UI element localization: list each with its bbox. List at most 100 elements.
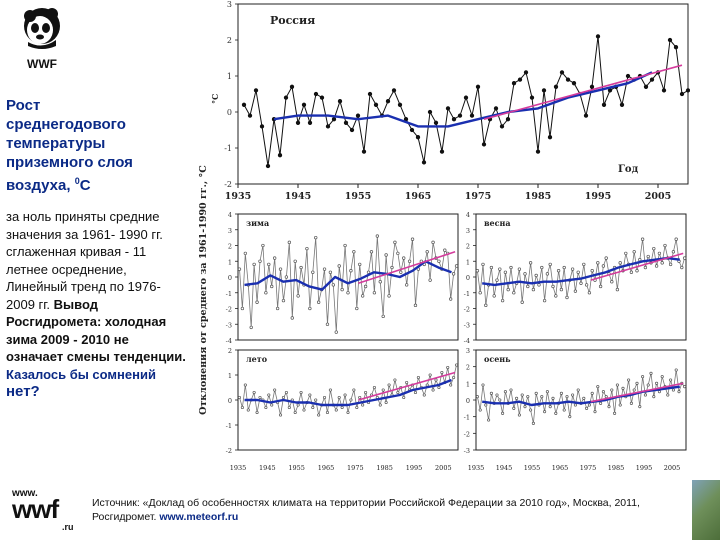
data-point (252, 390, 256, 395)
data-point (548, 405, 552, 409)
data-point (534, 391, 538, 395)
data-point (649, 371, 653, 375)
data-point (587, 291, 592, 295)
body-answer-text: нет? (6, 383, 40, 400)
data-point (643, 84, 649, 89)
y-tick-label: 0 (466, 397, 470, 405)
y-tick-label: -1 (464, 414, 470, 422)
source-url-link[interactable]: www.meteorf.ru (159, 511, 239, 523)
data-point (311, 405, 315, 410)
data-point (246, 408, 250, 412)
wwfru-www: www. (12, 488, 38, 499)
y-tick-label: 3 (466, 347, 470, 355)
data-point (397, 102, 403, 107)
data-point (515, 396, 519, 400)
data-point (273, 388, 277, 392)
data-point (393, 378, 397, 382)
data-point (352, 388, 356, 392)
data-point (270, 403, 274, 407)
data-point (243, 251, 248, 256)
data-point (448, 297, 453, 301)
data-point (391, 88, 397, 93)
title-line-3: температуры (6, 135, 106, 152)
raw-series-line (239, 364, 457, 416)
title-line-5-text: воздуха, (6, 177, 75, 194)
small-x-tick-label: 1955 (524, 464, 541, 472)
data-point (596, 261, 600, 265)
y-tick-label: 1 (227, 72, 232, 81)
small-x-tick-label: 1985 (608, 464, 625, 472)
data-point (657, 390, 661, 394)
data-point (484, 303, 488, 308)
data-point (627, 378, 631, 382)
data-point (523, 70, 529, 75)
data-point (337, 264, 341, 268)
plot-frame (237, 349, 459, 451)
data-point (367, 91, 373, 97)
chart-panel-лето: -2 -1 0 1 2 лето (226, 347, 459, 455)
data-point (593, 410, 597, 414)
data-point (349, 269, 353, 273)
logo-text: WWF (27, 57, 57, 71)
data-point (409, 127, 415, 133)
data-point (314, 235, 318, 240)
data-point (604, 395, 608, 399)
data-point (669, 378, 673, 382)
y-tick-label: 1 (466, 380, 470, 388)
x-tick-label: 2005 (645, 191, 671, 202)
data-point (281, 298, 286, 303)
data-point (404, 283, 409, 287)
data-point (529, 408, 533, 412)
data-point (556, 269, 561, 273)
data-point (249, 325, 253, 330)
data-point (540, 395, 544, 399)
data-point (489, 391, 493, 395)
small-x-tick-label: 1945 (496, 464, 513, 472)
y-tick-label: -2 (226, 447, 232, 455)
data-point (499, 124, 505, 129)
data-point (381, 388, 385, 392)
data-point (290, 316, 294, 320)
data-point (402, 395, 406, 400)
data-point (481, 383, 485, 387)
data-point (267, 393, 271, 397)
data-point (551, 396, 555, 400)
x-tick-label: 1955 (345, 191, 371, 202)
raw-series-line (243, 36, 689, 167)
x-tick-label: 1995 (585, 191, 611, 202)
data-point (363, 284, 368, 289)
data-point (565, 395, 569, 399)
data-point (599, 401, 603, 405)
plot-frame (475, 213, 687, 341)
data-point (469, 113, 475, 118)
data-point (590, 391, 594, 395)
body-question-text: Казалось бы сомнений (6, 366, 156, 382)
data-point (283, 95, 289, 100)
data-point (646, 383, 650, 387)
corner-photo (692, 480, 720, 540)
chart-panel-Россия: -2 -1 0 1 2 3 Россия 1935 1945 1955 1965 1975 1985 19… (210, 0, 690, 202)
data-point (568, 415, 572, 419)
y-tick-label: 0 (227, 108, 232, 117)
data-point (413, 303, 418, 308)
body-normal-text: за ноль приняты средние значения за 1961… (6, 209, 163, 312)
source-text: Источник: «Доклад об особенностях климат… (92, 497, 640, 523)
data-point (635, 269, 639, 273)
data-point (601, 264, 606, 268)
data-point (668, 262, 673, 267)
y-tick-label: -1 (464, 290, 470, 298)
y-tick-label: -3 (464, 447, 470, 455)
chart-panel-зима: -4 -3 -2 -1 0 1 2 3 4 зима (226, 211, 459, 345)
y-tick-label: 4 (466, 211, 470, 219)
data-point (445, 106, 451, 111)
data-point (237, 395, 242, 400)
title-degree-sup: 0 (74, 176, 80, 186)
data-point (440, 370, 444, 375)
data-point (601, 390, 605, 394)
data-point (355, 113, 361, 118)
small-x-tick-label: 1975 (347, 464, 364, 472)
y-tick-label: -3 (226, 321, 232, 329)
data-point (258, 395, 262, 400)
data-point (293, 410, 297, 415)
data-point (618, 403, 622, 407)
